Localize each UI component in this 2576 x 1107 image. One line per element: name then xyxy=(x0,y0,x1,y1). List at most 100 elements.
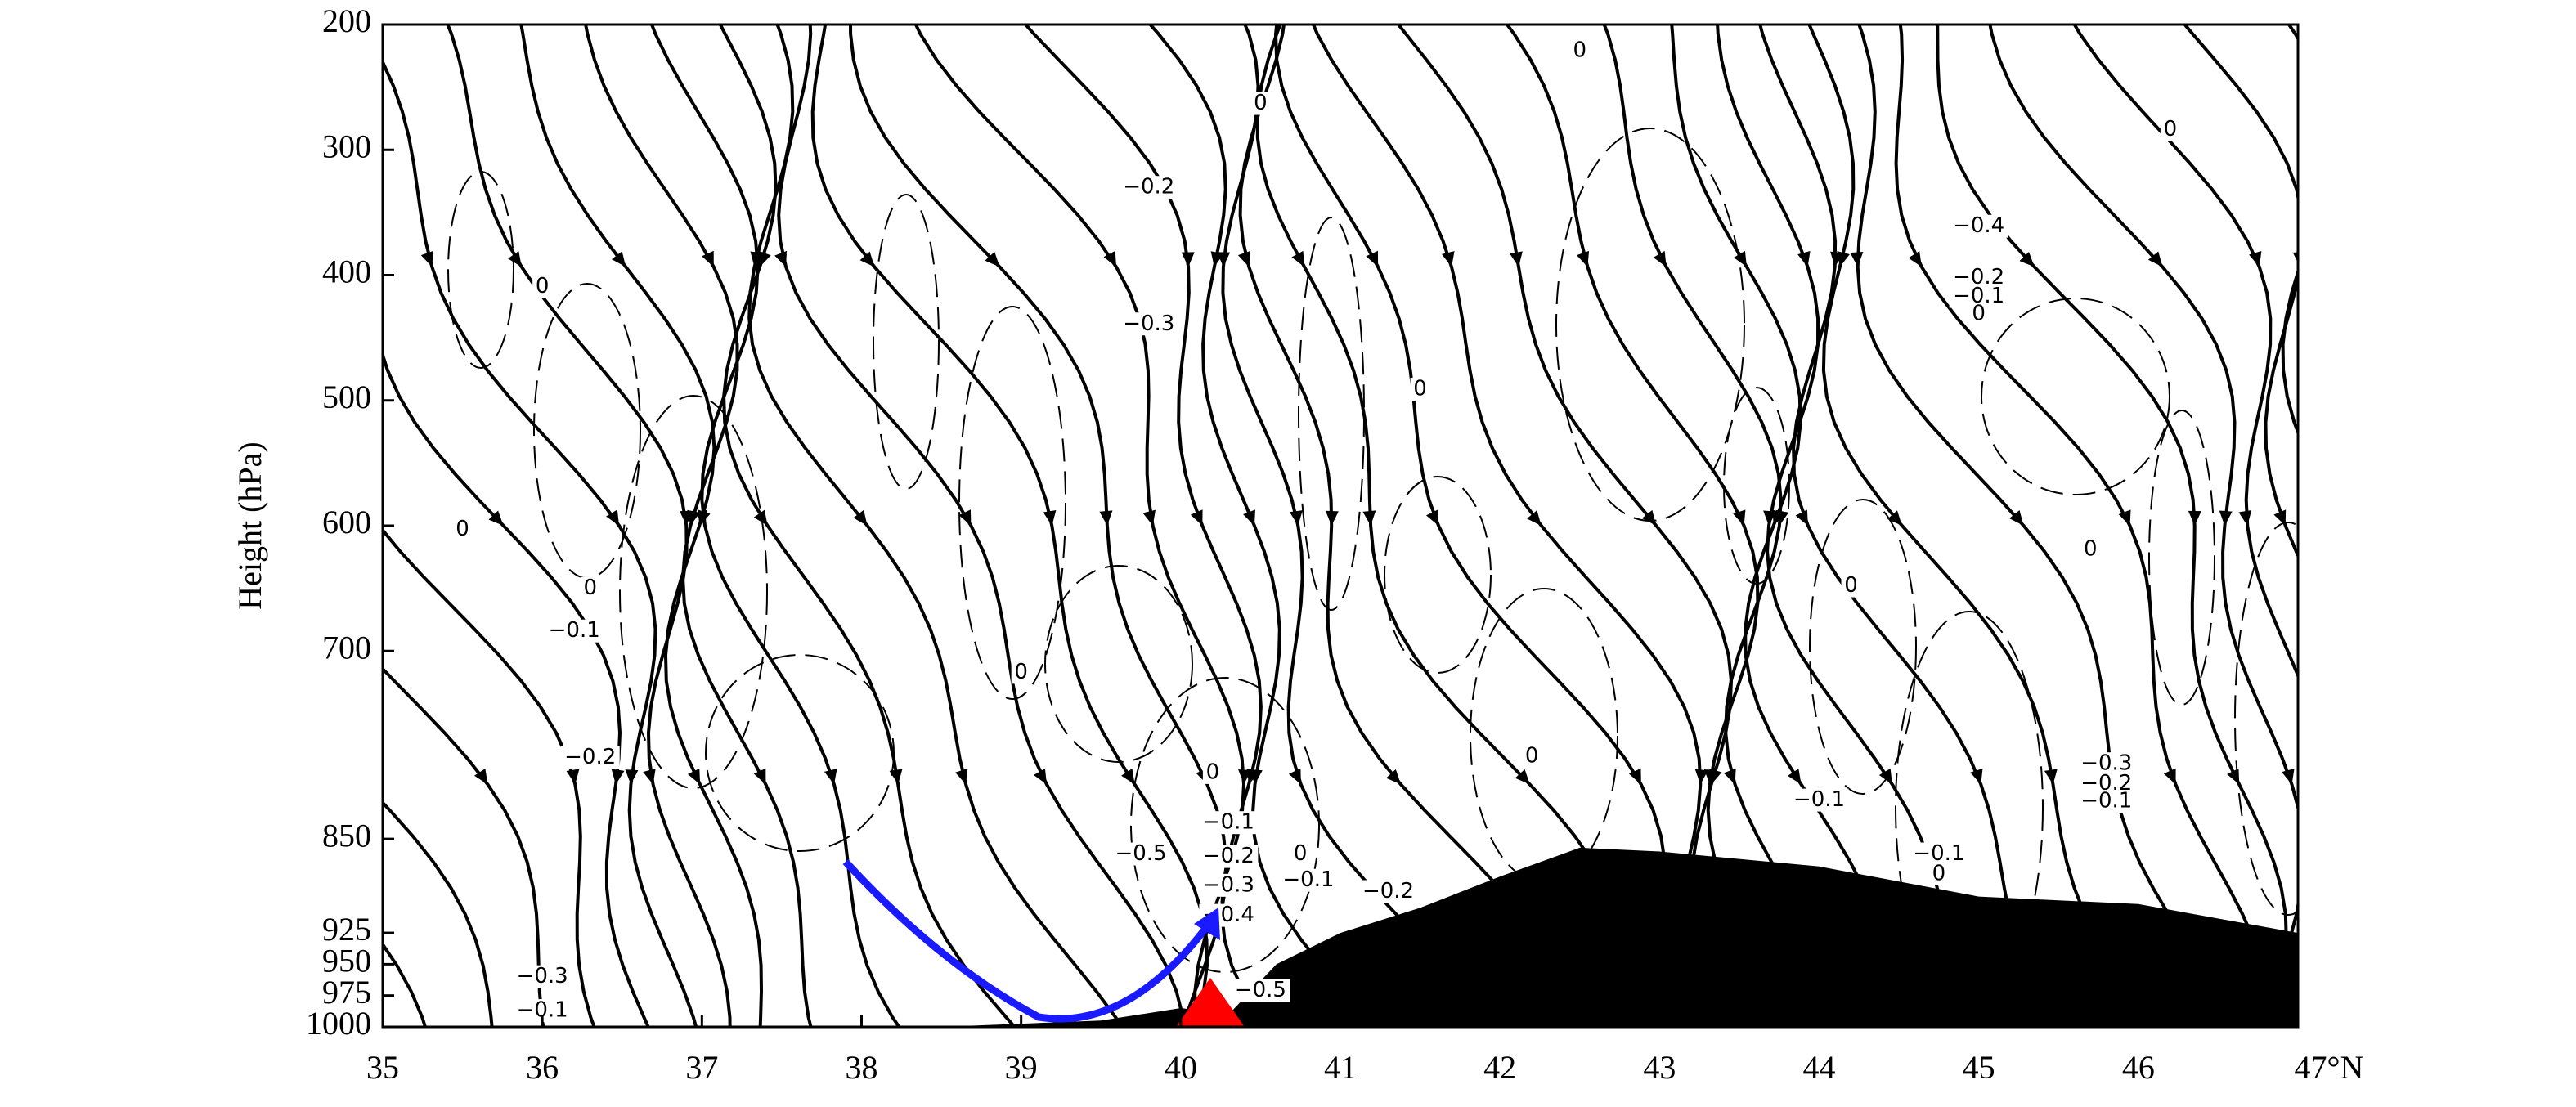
stream-arrow xyxy=(1694,769,1708,785)
stream-arrow xyxy=(1703,769,1717,785)
stream-arrow xyxy=(277,509,294,527)
stream-arrow xyxy=(1362,510,1376,526)
y-tick-label: 1000 xyxy=(306,1005,371,1042)
stream-arrow xyxy=(1217,252,1231,267)
y-tick-label: 500 xyxy=(322,379,371,415)
stream-arrow xyxy=(1723,768,1736,785)
streamline xyxy=(2300,8,2576,1043)
x-tick-label: 40 xyxy=(1165,1049,1197,1086)
stream-arrow xyxy=(1243,509,1255,526)
contour-line xyxy=(533,283,641,579)
stream-arrow xyxy=(508,251,522,267)
stream-arrow xyxy=(566,769,580,785)
contour-label: −0.4 xyxy=(1953,213,2004,238)
stream-arrow xyxy=(157,769,173,787)
stream-arrow xyxy=(235,769,254,788)
x-tick-label: 39 xyxy=(1005,1049,1038,1086)
x-tick-label: 35 xyxy=(366,1049,399,1086)
streamline xyxy=(1936,25,2288,1027)
contour-label: 0 xyxy=(1573,38,1586,63)
y-tick-label: 700 xyxy=(322,629,371,666)
contour-label-bg xyxy=(1949,214,2008,238)
stream-arrow xyxy=(420,250,433,267)
stream-arrow xyxy=(2273,509,2287,526)
streamline xyxy=(1670,25,1899,1027)
streamline xyxy=(383,58,698,1027)
contour-label: −0.1 xyxy=(1793,787,1845,812)
stream-arrow xyxy=(2147,251,2163,267)
stream-arrow xyxy=(2325,251,2343,270)
contour-label-bg xyxy=(1928,863,1949,886)
y-tick-label: 600 xyxy=(322,504,371,540)
contour-line xyxy=(1555,128,1745,522)
streamline xyxy=(2318,8,2576,1043)
contour-label: −0.3 xyxy=(517,964,568,988)
stream-arrow xyxy=(2219,510,2233,526)
streamline xyxy=(584,25,813,1027)
contour-line xyxy=(705,654,895,852)
streamline xyxy=(0,8,244,1043)
stream-arrow xyxy=(2436,769,2455,788)
stream-arrow xyxy=(1576,250,1590,267)
stream-arrow xyxy=(1797,251,1811,267)
streamline xyxy=(383,527,596,1027)
stream-arrow xyxy=(958,509,972,526)
y-tick-label: 925 xyxy=(322,911,371,948)
contour-label-bg xyxy=(2076,752,2136,776)
stream-arrow xyxy=(2292,252,2298,267)
stream-arrow xyxy=(2316,769,2330,785)
stream-arrow xyxy=(753,768,766,785)
stream-arrow xyxy=(258,251,276,269)
x-tick-label: 43 xyxy=(1643,1049,1676,1086)
stream-arrow xyxy=(96,252,109,267)
stream-arrow xyxy=(1190,509,1203,526)
streamline xyxy=(1238,25,1581,1027)
contour-label: 0 xyxy=(1525,743,1539,768)
stream-arrow xyxy=(611,251,626,267)
streamline xyxy=(519,25,764,1027)
streamline xyxy=(2072,25,2298,979)
contour-label-bg xyxy=(1199,845,1259,868)
contour-label: −0.1 xyxy=(1913,841,1964,866)
y-tick-label: 200 xyxy=(322,2,371,39)
contour-label: −0.2 xyxy=(1362,879,1414,903)
stream-arrow xyxy=(159,509,177,528)
stream-arrow xyxy=(2282,769,2295,785)
streamline xyxy=(1147,25,1380,1027)
contour-label-bg xyxy=(1199,811,1259,835)
contour-line xyxy=(1384,476,1492,674)
stream-arrow xyxy=(1181,252,1195,267)
stream-arrow xyxy=(1288,768,1301,785)
contour-label-bg xyxy=(1250,92,1271,115)
stream-arrow xyxy=(1034,768,1047,785)
stream-arrow xyxy=(488,510,504,526)
contour-label: −0.1 xyxy=(1203,810,1254,835)
contour-label-bg xyxy=(580,576,600,600)
y-axis-label: Height (hPa) xyxy=(231,441,268,610)
annotations xyxy=(842,858,1245,1027)
streamline xyxy=(2183,25,2298,560)
stream-arrow xyxy=(687,768,701,785)
contour-label: −0.2 xyxy=(1203,844,1254,868)
streamline xyxy=(1807,25,2158,1027)
x-tick-label: 36 xyxy=(526,1049,559,1086)
x-tick-label: 45 xyxy=(1963,1049,1995,1086)
stream-arrow xyxy=(1527,510,1542,526)
streamline xyxy=(777,25,1186,1027)
contour-label: −0.5 xyxy=(1235,978,1286,1002)
contour-line xyxy=(619,395,768,789)
stream-arrow xyxy=(853,509,868,526)
contour-line xyxy=(2148,410,2215,706)
contour-line xyxy=(1298,217,1365,611)
contour-label-bg xyxy=(1011,661,1031,684)
stream-arrow xyxy=(1291,250,1305,267)
stream-arrow xyxy=(2503,251,2522,271)
stream-arrow xyxy=(351,769,370,789)
stream-arrow xyxy=(2249,250,2262,267)
y-tick-label: 975 xyxy=(322,974,371,1011)
x-tick-label: 38 xyxy=(846,1049,878,1086)
streamline xyxy=(810,25,1209,1027)
stream-arrow xyxy=(1121,769,1135,785)
stream-arrow xyxy=(2188,510,2201,526)
contour-label-bg xyxy=(1278,868,1338,892)
